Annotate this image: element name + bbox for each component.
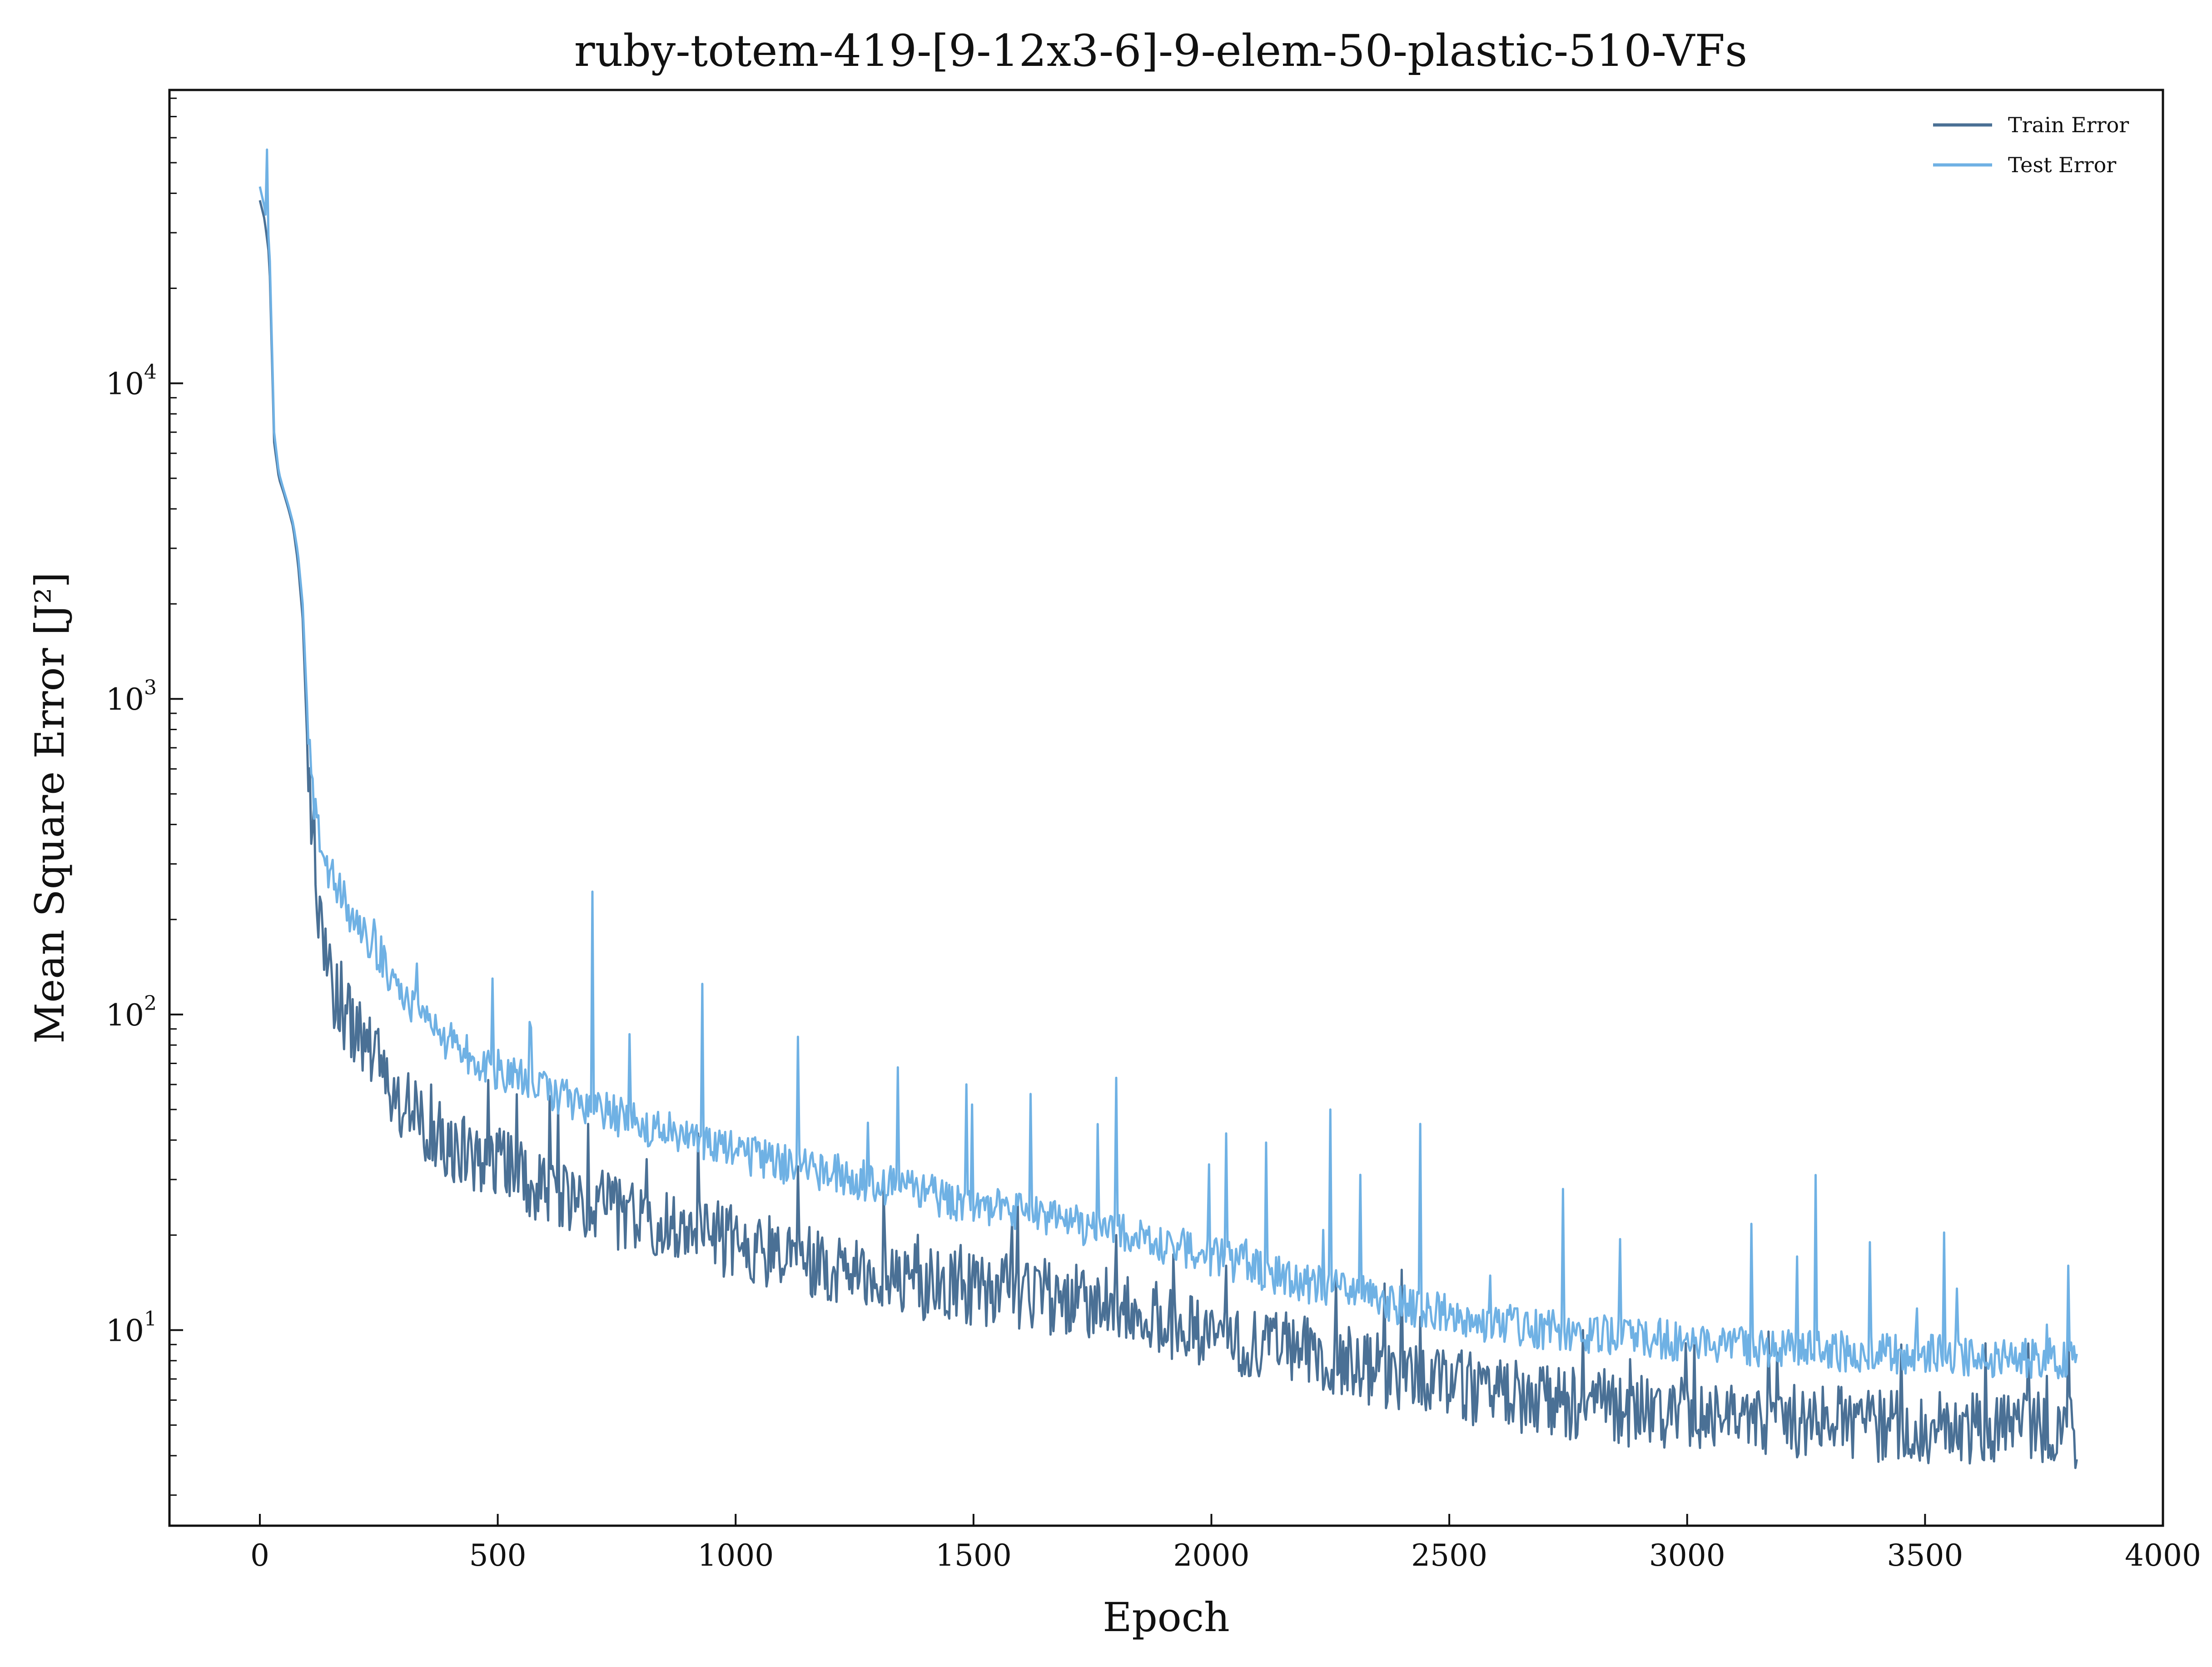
- x-tick-label: 4000: [2125, 1538, 2201, 1573]
- x-tick-label: 2500: [1411, 1538, 1487, 1573]
- y-tick-label: 104: [106, 361, 157, 402]
- y-axis: 101 102 103 104: [106, 97, 183, 1496]
- y-tick-label: 103: [106, 676, 157, 717]
- x-tick-label: 1000: [697, 1538, 774, 1573]
- x-tick-label: 500: [469, 1538, 527, 1573]
- x-tick-label: 2000: [1173, 1538, 1250, 1573]
- legend: Train Error Test Error: [1933, 113, 2129, 177]
- x-tick-label: 1500: [935, 1538, 1012, 1573]
- y-tick-label: 101: [106, 1307, 157, 1348]
- x-tick-label: 3000: [1649, 1538, 1725, 1573]
- x-tick-label: 3500: [1887, 1538, 1963, 1573]
- test-error-line: [258, 148, 2078, 1379]
- y-axis-label: Mean Square Error [J²]: [26, 572, 73, 1044]
- y-tick-label: 102: [106, 992, 157, 1033]
- x-tick-label: 0: [250, 1538, 269, 1573]
- train-error-line: [258, 200, 2078, 1469]
- legend-label-test-error: Test Error: [2008, 153, 2116, 177]
- series-lines: [258, 148, 2078, 1469]
- chart-title: ruby-totem-419-[9-12x3-6]-9-elem-50-plas…: [574, 25, 1747, 76]
- legend-label-train-error: Train Error: [2008, 113, 2129, 137]
- x-axis-label: Epoch: [1103, 1594, 1230, 1641]
- x-axis: 0 500 1000 1500 2000 2500 3000 3500 4000: [250, 1514, 2201, 1573]
- plot-frame: [168, 89, 2164, 1527]
